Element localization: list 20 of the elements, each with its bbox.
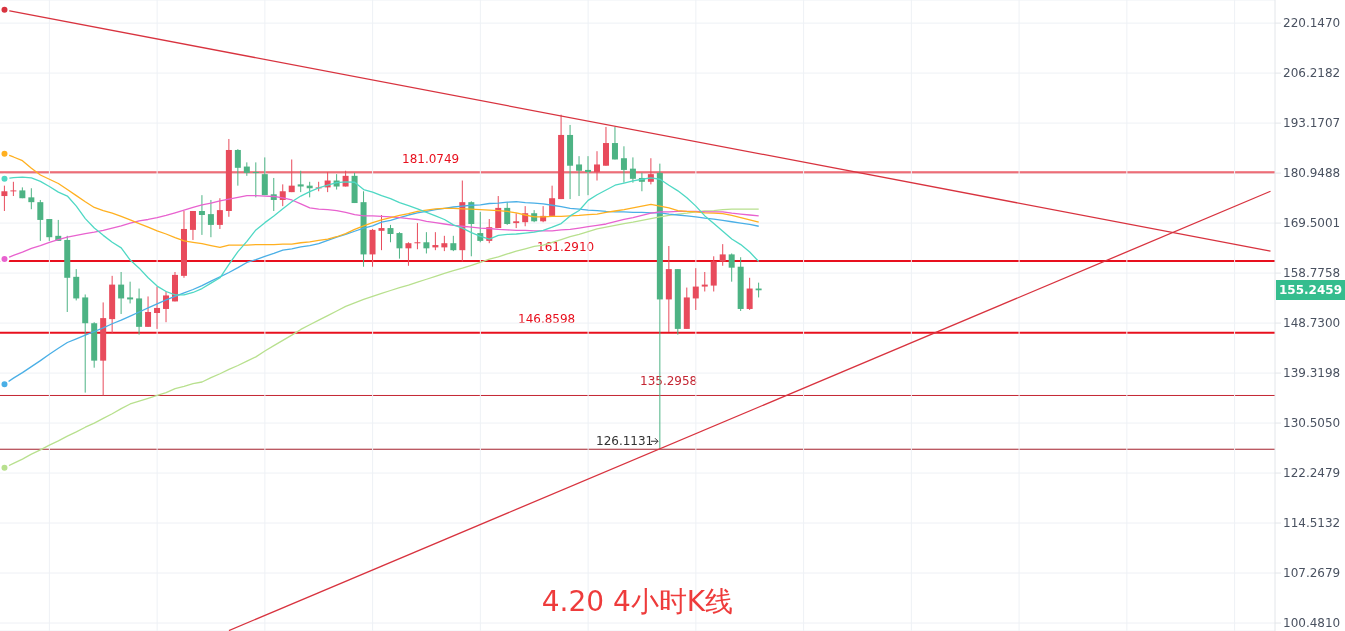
y-tick-label: 114.5132 <box>1283 516 1341 531</box>
ref-line-label: 126.1131 <box>596 434 654 449</box>
y-tick-label: 193.1707 <box>1283 116 1341 131</box>
y-tick-label: 220.1470 <box>1283 16 1341 31</box>
ref-line-label: 161.2910 <box>537 240 595 255</box>
y-tick-label: 100.4810 <box>1283 616 1341 631</box>
ref-line-label: 146.8598 <box>518 311 576 326</box>
text: 4.20 4小时K线 <box>540 584 735 620</box>
y-tick-label: 148.7300 <box>1283 316 1341 331</box>
y-tick-label: 180.9488 <box>1283 166 1341 181</box>
ref-line-label: 135.2958 <box>640 374 698 389</box>
y-tick-label: 130.5050 <box>1283 416 1341 431</box>
y-tick-label: 139.3198 <box>1283 366 1341 381</box>
y-tick-label: 122.2479 <box>1283 466 1341 481</box>
text: 155.2459 <box>1276 280 1345 301</box>
y-tick-label: 107.2679 <box>1283 566 1341 581</box>
y-tick-label: 169.5001 <box>1283 216 1341 231</box>
y-tick-label: 158.7758 <box>1283 266 1341 281</box>
y-tick-label: 206.2182 <box>1283 66 1341 81</box>
ref-line-label: 181.0749 <box>402 151 460 166</box>
